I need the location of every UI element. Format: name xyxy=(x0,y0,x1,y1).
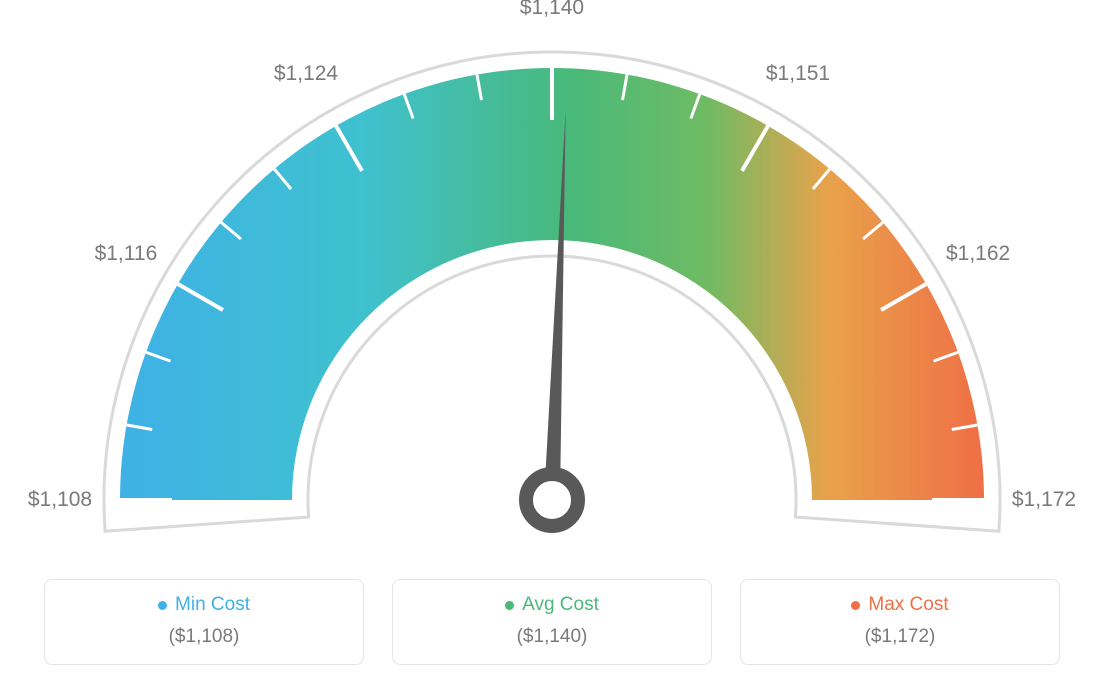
gauge-chart: $1,108 $1,116 $1,124 $1,140 $1,151 $1,162 $1,1… xyxy=(0,0,1104,560)
legend-title-max: Max Cost xyxy=(868,594,948,616)
cost-gauge-widget: $1,108 $1,116 $1,124 $1,140 $1,151 $1,162 $1,1… xyxy=(0,0,1104,690)
legend-title-min: Min Cost xyxy=(175,594,250,616)
legend-value-max: ($1,172) xyxy=(751,626,1049,648)
legend-dot-avg xyxy=(505,601,514,610)
legend-value-avg: ($1,140) xyxy=(403,626,701,648)
legend-row: Min Cost ($1,108) Avg Cost ($1,140) Max … xyxy=(0,579,1104,665)
gauge-tick-label: $1,140 xyxy=(520,0,584,20)
gauge-tick-label: $1,108 xyxy=(28,488,92,512)
legend-value-min: ($1,108) xyxy=(55,626,353,648)
gauge-tick-label: $1,172 xyxy=(1012,488,1076,512)
legend-card-avg: Avg Cost ($1,140) xyxy=(392,579,712,665)
gauge-tick-label: $1,151 xyxy=(766,62,830,86)
legend-card-min: Min Cost ($1,108) xyxy=(44,579,364,665)
gauge-tick-label: $1,116 xyxy=(95,242,158,266)
legend-title-avg: Avg Cost xyxy=(522,594,599,616)
gauge-tick-label: $1,124 xyxy=(274,62,338,86)
legend-card-max: Max Cost ($1,172) xyxy=(740,579,1060,665)
gauge-tick-label: $1,162 xyxy=(946,242,1010,266)
legend-dot-max xyxy=(851,601,860,610)
legend-dot-min xyxy=(158,601,167,610)
